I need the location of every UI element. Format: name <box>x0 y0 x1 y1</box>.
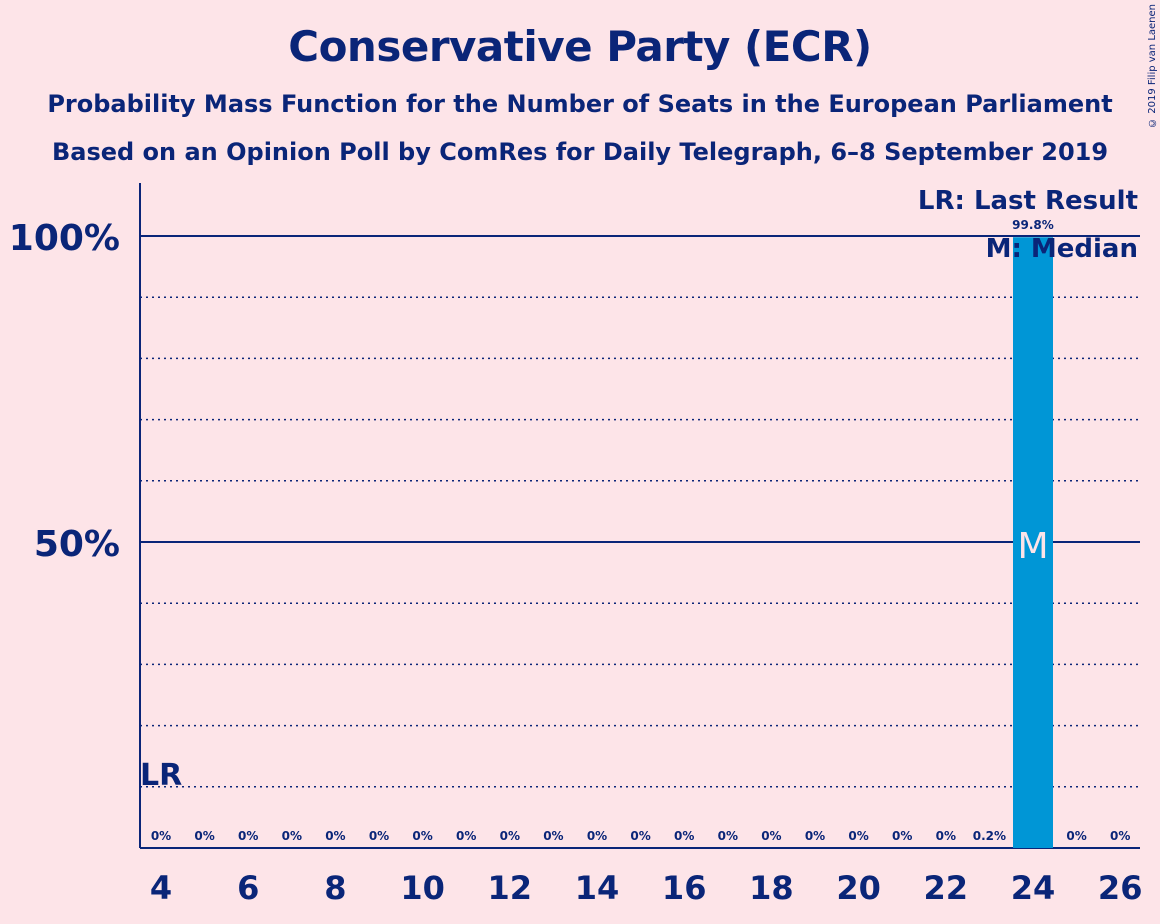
last-result-marker: LR <box>140 758 182 793</box>
data-label-seat-4: 0% <box>151 829 171 843</box>
median-marker: M <box>1017 526 1048 567</box>
data-label-seat-23: 0.2% <box>973 829 1006 843</box>
x-tick-label: 20 <box>836 869 881 907</box>
data-label-seat-24: 99.8% <box>1012 218 1054 232</box>
y-tick-label: 100% <box>9 218 120 259</box>
data-label-seat-6: 0% <box>238 829 258 843</box>
data-label-seat-17: 0% <box>718 829 738 843</box>
chart-title: Conservative Party (ECR) <box>288 22 872 71</box>
data-label-seat-16: 0% <box>674 829 694 843</box>
data-label-seat-10: 0% <box>412 829 432 843</box>
data-label-seat-19: 0% <box>805 829 825 843</box>
data-label-seat-5: 0% <box>194 829 214 843</box>
x-tick-label: 26 <box>1098 869 1143 907</box>
data-label-seat-14: 0% <box>587 829 607 843</box>
data-label-seat-12: 0% <box>500 829 520 843</box>
legend-entry: LR: Last Result <box>918 186 1138 216</box>
legend-entry: M: Median <box>986 234 1138 264</box>
y-tick-label: 50% <box>34 524 120 565</box>
x-tick-label: 18 <box>749 869 794 907</box>
x-tick-label: 10 <box>400 869 445 907</box>
x-tick-label: 6 <box>237 869 259 907</box>
data-label-seat-20: 0% <box>848 829 868 843</box>
bar-seat-24 <box>1013 237 1053 848</box>
chart-source-subtitle: Based on an Opinion Poll by ComRes for D… <box>51 138 1109 166</box>
x-tick-label: 22 <box>924 869 969 907</box>
x-tick-label: 14 <box>575 869 620 907</box>
data-label-seat-26: 0% <box>1110 829 1130 843</box>
data-label-seat-21: 0% <box>892 829 912 843</box>
x-tick-label: 24 <box>1011 869 1056 907</box>
data-label-seat-8: 0% <box>325 829 345 843</box>
chart-subtitle: Probability Mass Function for the Number… <box>47 90 1113 118</box>
data-label-seat-22: 0% <box>936 829 956 843</box>
data-label-seat-25: 0% <box>1066 829 1086 843</box>
x-tick-label: 12 <box>488 869 533 907</box>
data-label-seat-13: 0% <box>543 829 563 843</box>
data-label-seat-18: 0% <box>761 829 781 843</box>
x-tick-label: 8 <box>324 869 346 907</box>
x-tick-label: 4 <box>150 869 172 907</box>
data-label-seat-9: 0% <box>369 829 389 843</box>
data-label-seat-15: 0% <box>630 829 650 843</box>
data-label-seat-11: 0% <box>456 829 476 843</box>
x-tick-label: 16 <box>662 869 707 907</box>
data-label-seat-7: 0% <box>282 829 302 843</box>
